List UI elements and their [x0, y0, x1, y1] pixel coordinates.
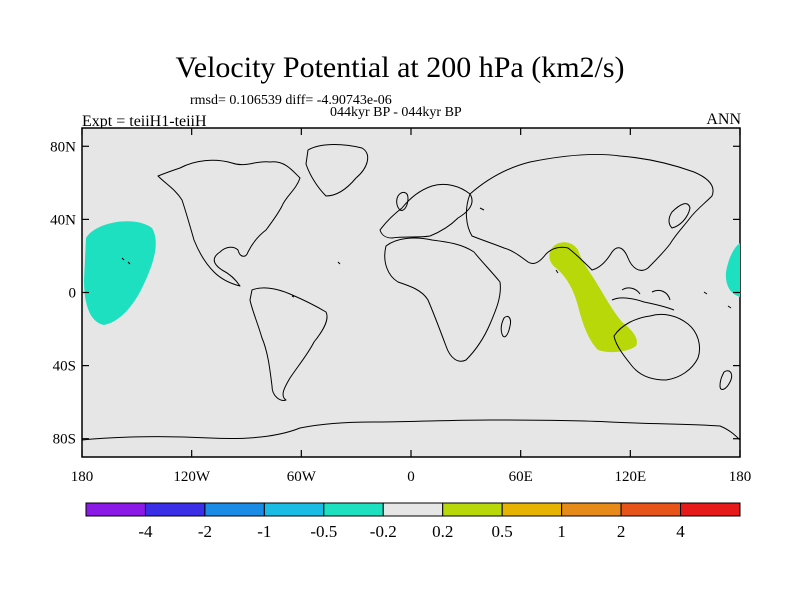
- colorbar-label: 2: [617, 522, 626, 541]
- colorbar-swatch: [442, 502, 503, 517]
- colorbar-label: 0.5: [492, 522, 513, 541]
- colorbar-swatch: [561, 502, 622, 517]
- colorbar-swatch: [85, 502, 146, 517]
- colorbar-swatch: [323, 502, 384, 517]
- lon-tick-label: 60W: [287, 469, 317, 485]
- coast-madagascar: [500, 315, 511, 338]
- lat-tick-label: 80N: [50, 139, 76, 155]
- colorbar-swatch: [204, 502, 265, 517]
- colorbar-label: -4: [138, 522, 153, 541]
- experiment-label: Expt = teiiH1-teiiH: [82, 113, 207, 130]
- colorbar-swatch: [382, 502, 444, 517]
- colorbar-swatch: [144, 502, 206, 517]
- lat-tick-label: 40N: [50, 212, 76, 228]
- lon-tick-label: 180: [71, 469, 94, 485]
- lat-tick-label: 0: [69, 286, 77, 302]
- lon-tick-label: 120E: [614, 469, 646, 485]
- coast-new-zealand: [719, 370, 733, 390]
- colorbar-label: -1: [257, 522, 271, 541]
- lat-tick-label: 40S: [53, 359, 76, 375]
- colorbar-label: -2: [198, 522, 212, 541]
- colorbar-label: 0.2: [432, 522, 453, 541]
- coast-greenland: [305, 144, 369, 197]
- rmsd-diff-stats: rmsd= 0.106539 diff= -4.90743e-06: [190, 93, 392, 108]
- coast-north-america: [157, 159, 301, 287]
- lon-tick-label: 0: [407, 469, 415, 485]
- colorbar: -4 -2 -1 -0.5 -0.2 0.2 0.5 1 2 4: [85, 502, 741, 541]
- colorbar-swatch: [680, 502, 741, 517]
- coast-islands: [121, 207, 732, 309]
- colorbar-label: 1: [557, 522, 566, 541]
- lat-tick-label: 80S: [53, 432, 76, 448]
- coastlines: [81, 144, 741, 441]
- coast-indonesia: [611, 287, 675, 311]
- colorbar-label: -0.5: [310, 522, 337, 541]
- coast-south-america: [249, 287, 328, 401]
- latitude-ticks: 80N 40N 0 40S 80S: [50, 139, 740, 448]
- anomaly-positive-indian-ocean: [549, 242, 637, 353]
- period-label: 044kyr BP - 044kyr BP: [330, 105, 462, 120]
- colorbar-label: 4: [676, 522, 685, 541]
- anomaly-negative-west-pacific: [725, 243, 740, 297]
- coast-uk: [396, 191, 409, 211]
- plot-title: Velocity Potential at 200 hPa (km2/s): [175, 51, 625, 84]
- colorbar-label: -0.2: [370, 522, 397, 541]
- coast-europe: [379, 183, 473, 239]
- coast-japan: [668, 203, 691, 229]
- colorbar-swatch: [620, 502, 682, 517]
- coast-antarctica: [81, 419, 741, 441]
- lon-tick-label: 180: [729, 469, 752, 485]
- longitude-ticks: 180 120W 60W 0 60E 120E 180: [71, 128, 752, 485]
- season-label: ANN: [706, 111, 741, 128]
- anomaly-fields: [84, 221, 740, 353]
- coast-australia: [613, 313, 701, 381]
- coast-asia: [465, 153, 714, 271]
- anomaly-negative-pacific: [84, 221, 156, 325]
- colorbar-swatch: [501, 502, 563, 517]
- lon-tick-label: 120W: [173, 469, 211, 485]
- lon-tick-label: 60E: [509, 469, 533, 485]
- coast-africa: [384, 237, 501, 362]
- colorbar-swatch: [263, 502, 325, 517]
- map-background: [81, 127, 741, 458]
